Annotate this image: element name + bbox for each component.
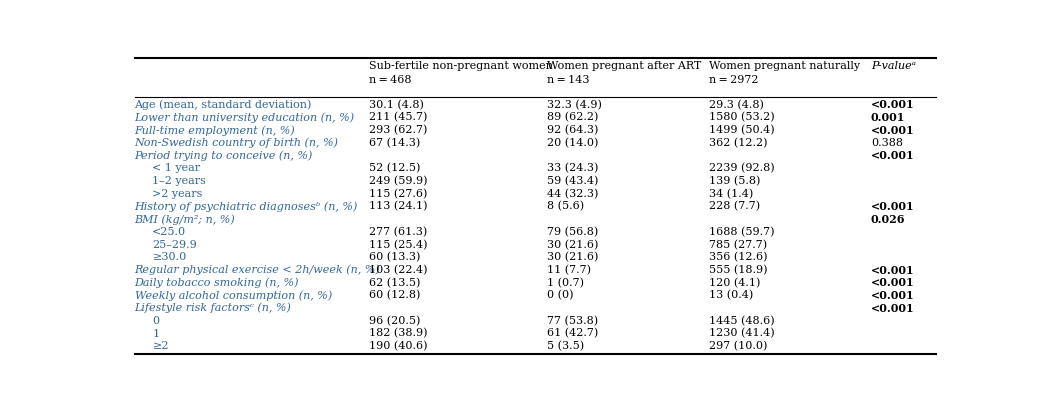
Text: Women pregnant naturally
n = 2972: Women pregnant naturally n = 2972 [709,61,860,85]
Text: <0.001: <0.001 [871,303,915,314]
Text: <0.001: <0.001 [871,290,915,301]
Text: <0.001: <0.001 [871,277,915,288]
Text: 1580 (53.2): 1580 (53.2) [709,113,775,123]
Text: 34 (1.4): 34 (1.4) [709,189,754,199]
Text: Full-time employment (n, %): Full-time employment (n, %) [135,125,295,136]
Text: 0.026: 0.026 [871,214,905,225]
Text: 356 (12.6): 356 (12.6) [709,252,767,262]
Text: 30 (21.6): 30 (21.6) [547,239,598,250]
Text: 785 (27.7): 785 (27.7) [709,239,767,250]
Text: <0.001: <0.001 [871,150,915,161]
Text: Regular physical exercise < 2h/week (n, %): Regular physical exercise < 2h/week (n, … [135,265,380,275]
Text: 103 (22.4): 103 (22.4) [370,265,428,275]
Text: <25.0: <25.0 [152,227,187,237]
Text: Daily tobacco smoking (n, %): Daily tobacco smoking (n, %) [135,277,299,288]
Text: 8 (5.6): 8 (5.6) [547,201,585,212]
Text: 297 (10.0): 297 (10.0) [709,341,767,352]
Text: 67 (14.3): 67 (14.3) [370,138,421,148]
Text: 44 (32.3): 44 (32.3) [547,189,598,199]
Text: <0.001: <0.001 [871,99,915,110]
Text: 120 (4.1): 120 (4.1) [709,277,760,288]
Text: 1688 (59.7): 1688 (59.7) [709,227,775,237]
Text: >2 years: >2 years [152,189,203,199]
Text: History of psychiatric diagnosesᵇ (n, %): History of psychiatric diagnosesᵇ (n, %) [135,201,358,212]
Text: Lifestyle risk factorsᶜ (n, %): Lifestyle risk factorsᶜ (n, %) [135,303,291,313]
Text: 190 (40.6): 190 (40.6) [370,341,428,352]
Text: ≥30.0: ≥30.0 [152,252,187,262]
Text: 1 (0.7): 1 (0.7) [547,277,585,288]
Text: 60 (13.3): 60 (13.3) [370,252,421,262]
Text: 115 (25.4): 115 (25.4) [370,239,428,250]
Text: Non-Swedish country of birth (n, %): Non-Swedish country of birth (n, %) [135,138,338,148]
Text: ≥2: ≥2 [152,341,169,351]
Text: 33 (24.3): 33 (24.3) [547,163,598,174]
Text: 89 (62.2): 89 (62.2) [547,113,598,123]
Text: 249 (59.9): 249 (59.9) [370,176,428,186]
Text: 79 (56.8): 79 (56.8) [547,227,598,237]
Text: Age (mean, standard deviation): Age (mean, standard deviation) [135,100,312,110]
Text: 277 (61.3): 277 (61.3) [370,227,427,237]
Text: <0.001: <0.001 [871,264,915,275]
Text: 0 (0): 0 (0) [547,290,574,301]
Text: 25–29.9: 25–29.9 [152,240,197,249]
Text: < 1 year: < 1 year [152,163,200,173]
Text: 29.3 (4.8): 29.3 (4.8) [709,100,764,110]
Text: 0.001: 0.001 [871,112,905,123]
Text: 11 (7.7): 11 (7.7) [547,265,591,275]
Text: 30 (21.6): 30 (21.6) [547,252,598,262]
Text: 20 (14.0): 20 (14.0) [547,138,598,148]
Text: 59 (43.4): 59 (43.4) [547,176,598,186]
Text: 293 (62.7): 293 (62.7) [370,125,428,135]
Text: Sub-fertile non-pregnant women
n = 468: Sub-fertile non-pregnant women n = 468 [370,61,553,85]
Text: 13 (0.4): 13 (0.4) [709,290,754,301]
Text: 113 (24.1): 113 (24.1) [370,201,428,212]
Text: 96 (20.5): 96 (20.5) [370,316,421,326]
Text: BMI (kg/m²; n, %): BMI (kg/m²; n, %) [135,214,235,224]
Text: P-valueᵃ: P-valueᵃ [871,61,916,71]
Text: 61 (42.7): 61 (42.7) [547,328,598,339]
Text: Weekly alcohol consumption (n, %): Weekly alcohol consumption (n, %) [135,290,332,301]
Text: 115 (27.6): 115 (27.6) [370,189,428,199]
Text: 1230 (41.4): 1230 (41.4) [709,328,775,339]
Text: 77 (53.8): 77 (53.8) [547,316,598,326]
Text: 555 (18.9): 555 (18.9) [709,265,767,275]
Text: 139 (5.8): 139 (5.8) [709,176,760,186]
Text: 30.1 (4.8): 30.1 (4.8) [370,100,424,110]
Text: 182 (38.9): 182 (38.9) [370,328,428,339]
Text: 1445 (48.6): 1445 (48.6) [709,316,775,326]
Text: <0.001: <0.001 [871,125,915,136]
Text: 0.388: 0.388 [871,138,903,148]
Text: Period trying to conceive (n, %): Period trying to conceive (n, %) [135,150,313,161]
Text: 211 (45.7): 211 (45.7) [370,113,428,123]
Text: 1: 1 [152,328,160,339]
Text: Lower than university education (n, %): Lower than university education (n, %) [135,112,355,123]
Text: 2239 (92.8): 2239 (92.8) [709,163,775,174]
Text: 5 (3.5): 5 (3.5) [547,341,585,352]
Text: <0.001: <0.001 [871,201,915,212]
Text: 1499 (50.4): 1499 (50.4) [709,125,775,135]
Text: 362 (12.2): 362 (12.2) [709,138,767,148]
Text: 62 (13.5): 62 (13.5) [370,277,421,288]
Text: 228 (7.7): 228 (7.7) [709,201,760,212]
Text: 92 (64.3): 92 (64.3) [547,125,598,135]
Text: 60 (12.8): 60 (12.8) [370,290,421,301]
Text: 32.3 (4.9): 32.3 (4.9) [547,100,602,110]
Text: Women pregnant after ART
n = 143: Women pregnant after ART n = 143 [547,61,702,85]
Text: 52 (12.5): 52 (12.5) [370,163,421,174]
Text: 1–2 years: 1–2 years [152,176,207,186]
Text: 0: 0 [152,316,160,326]
